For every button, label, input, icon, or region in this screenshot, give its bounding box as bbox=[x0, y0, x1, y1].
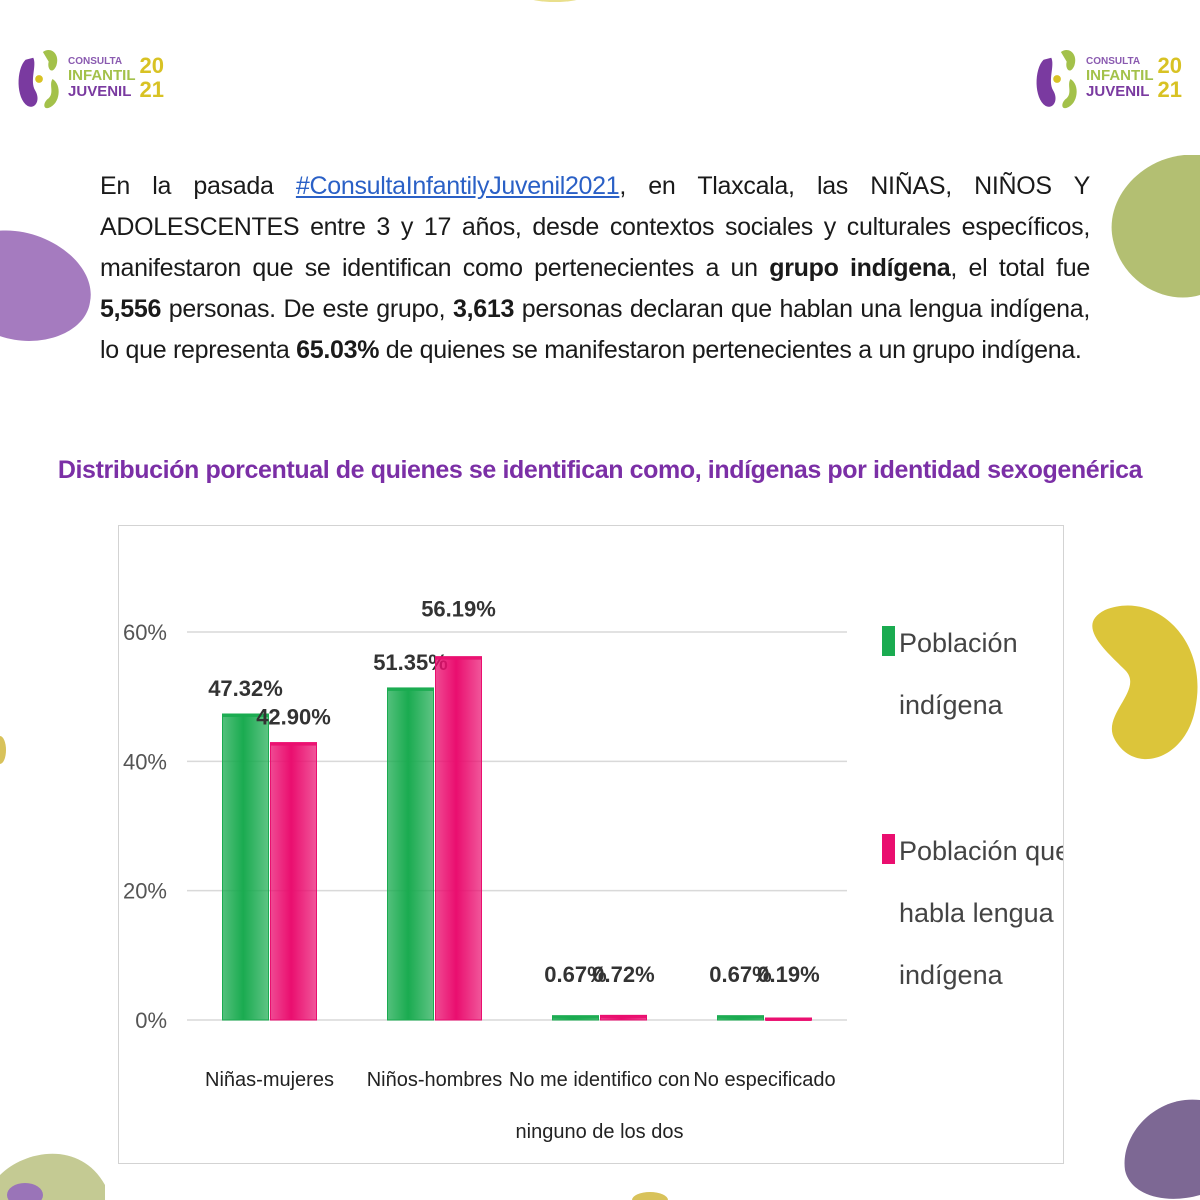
bar bbox=[435, 656, 482, 1021]
intro-text-2: , en Tlaxcala, las NIÑAS, NIÑOS Y ADOLES… bbox=[100, 172, 1090, 282]
chart-frame: 0% 20% 40% 60% 47.32% 42.90% Niñas-mujeres 51.3… bbox=[118, 525, 1064, 1164]
decor-blob-right-yellow bbox=[1092, 605, 1198, 760]
data-label: 0.19% bbox=[757, 962, 819, 987]
logo-right: CONSULTA INFANTIL JUVENIL 20 21 bbox=[1032, 36, 1182, 120]
y-tick-label: 60% bbox=[123, 620, 167, 645]
y-tick-label: 0% bbox=[135, 1008, 167, 1033]
bar-top bbox=[222, 713, 269, 717]
bar-top bbox=[600, 1015, 647, 1019]
bar-top bbox=[387, 687, 434, 691]
logo-year: 20 21 bbox=[140, 54, 164, 102]
logo-words: CONSULTA INFANTIL JUVENIL bbox=[1086, 56, 1154, 100]
logo-year: 20 21 bbox=[1158, 54, 1182, 102]
logo-left: CONSULTA INFANTIL JUVENIL 20 21 bbox=[14, 36, 164, 120]
category-label: ninguno de los dos bbox=[516, 1121, 684, 1143]
intro-text-6: de quienes se manifestaron perteneciente… bbox=[379, 336, 1082, 364]
legend-swatch bbox=[882, 834, 895, 864]
logo-word-juvenil: JUVENIL bbox=[68, 83, 132, 100]
bar bbox=[387, 687, 434, 1021]
data-label: 0.67% bbox=[544, 962, 606, 987]
intro-text-3: , el total fue bbox=[950, 254, 1090, 282]
logo-year-bottom: 21 bbox=[1157, 77, 1182, 102]
logo-mark-icon bbox=[1036, 50, 1077, 109]
legend-entry: indígena bbox=[899, 690, 1004, 720]
category-label: Niños-hombres bbox=[367, 1069, 503, 1091]
data-label: 42.90% bbox=[256, 705, 331, 730]
bar bbox=[270, 742, 317, 1021]
category-label: No especificado bbox=[693, 1069, 835, 1091]
hashtag-link[interactable]: #ConsultaInfantilyJuvenil2021 bbox=[295, 172, 620, 200]
decor-blob-left-yellow bbox=[0, 736, 6, 764]
data-label: 56.19% bbox=[421, 597, 496, 622]
intro-bold-percent: 65.03% bbox=[296, 336, 380, 364]
decor-blob-bottom-left-purple bbox=[7, 1183, 43, 1200]
bar-chart: 0%20%40%60%47.32%42.90%Niñas-mujeres51.3… bbox=[123, 597, 1063, 1143]
bar bbox=[222, 713, 269, 1021]
data-label: 0.72% bbox=[592, 962, 654, 987]
intro-paragraph: En la pasada #ConsultaInfantilyJuvenil20… bbox=[100, 166, 1090, 371]
intro-bold-total: 5,556 bbox=[100, 295, 162, 323]
bar-top bbox=[270, 742, 317, 746]
bar-top bbox=[552, 1015, 599, 1019]
decor-blob-top bbox=[533, 0, 577, 2]
legend-entry: Población que bbox=[899, 836, 1063, 866]
legend-entry: Población bbox=[899, 628, 1018, 658]
decor-blob-left-purple bbox=[0, 230, 91, 341]
decor-blob-right-purple bbox=[1124, 1099, 1200, 1199]
y-tick-label: 20% bbox=[123, 879, 167, 904]
logo-mark-icon bbox=[18, 50, 59, 109]
logo-year-top: 20 bbox=[1157, 53, 1182, 78]
legend-swatch bbox=[882, 626, 895, 656]
chart-title: Distribución porcentual de quienes se id… bbox=[57, 456, 1143, 484]
category-label: No me identifico con bbox=[509, 1069, 690, 1091]
y-tick-label: 40% bbox=[123, 749, 167, 774]
logo-word-consulta: CONSULTA bbox=[1086, 56, 1141, 67]
decor-blob-right-green bbox=[1111, 155, 1200, 298]
logo-word-infantil: INFANTIL bbox=[68, 67, 136, 84]
logo-words: CONSULTA INFANTIL JUVENIL bbox=[68, 56, 136, 100]
bar-top bbox=[765, 1018, 812, 1021]
intro-bold-speakers: 3,613 bbox=[452, 295, 515, 323]
logo-year-top: 20 bbox=[139, 53, 164, 78]
data-label: 47.32% bbox=[208, 676, 283, 701]
logo-word-consulta: CONSULTA bbox=[68, 56, 123, 67]
legend-entry: habla lengua bbox=[899, 898, 1055, 928]
intro-bold-grupo: grupo indígena bbox=[769, 254, 951, 282]
bar-top bbox=[435, 656, 482, 660]
data-label: 0.67% bbox=[709, 962, 771, 987]
logo-word-infantil: INFANTIL bbox=[1086, 67, 1154, 84]
category-label: Niñas-mujeres bbox=[205, 1069, 334, 1091]
bar-top bbox=[717, 1015, 764, 1019]
legend-entry: indígena bbox=[899, 960, 1004, 990]
decor-blob-bottom-mid bbox=[632, 1192, 668, 1200]
logo-word-juvenil: JUVENIL bbox=[1086, 83, 1150, 100]
intro-text-5: personas declaran que hablan una lengua … bbox=[100, 295, 1090, 364]
intro-text-4: personas. De este grupo, bbox=[161, 295, 453, 323]
intro-text-1: En la pasada bbox=[100, 172, 296, 200]
logo-year-bottom: 21 bbox=[139, 77, 164, 102]
